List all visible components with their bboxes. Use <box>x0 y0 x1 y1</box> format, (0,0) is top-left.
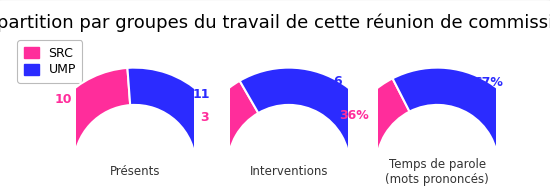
Text: 11: 11 <box>192 88 210 101</box>
Text: 36%: 36% <box>339 108 369 122</box>
Text: Interventions: Interventions <box>250 165 328 178</box>
Wedge shape <box>339 78 410 166</box>
Wedge shape <box>393 68 535 166</box>
Wedge shape <box>240 68 387 166</box>
Text: 67%: 67% <box>473 76 503 89</box>
Text: Temps de parole
(mots prononcés): Temps de parole (mots prononcés) <box>386 158 489 186</box>
Wedge shape <box>37 68 130 166</box>
Wedge shape <box>191 81 258 166</box>
Legend: SRC, UMP: SRC, UMP <box>17 40 82 83</box>
Text: 6: 6 <box>333 75 342 88</box>
Text: 10: 10 <box>55 93 72 106</box>
Text: 3: 3 <box>200 111 209 124</box>
Wedge shape <box>128 68 233 166</box>
Text: Présents: Présents <box>109 165 160 178</box>
Text: Répartition par groupes du travail de cette réunion de commission: Répartition par groupes du travail de ce… <box>0 13 550 32</box>
